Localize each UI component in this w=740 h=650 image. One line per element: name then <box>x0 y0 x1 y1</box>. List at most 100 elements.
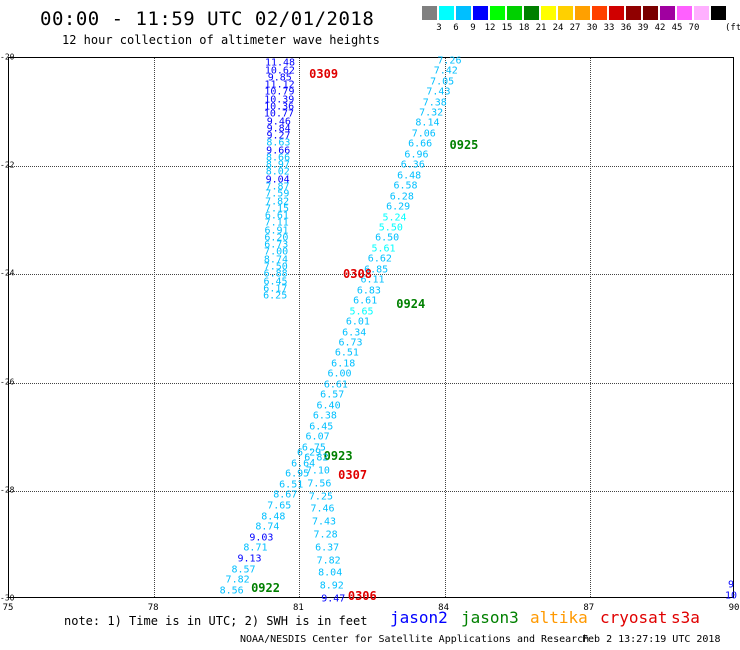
satellite-name-cryosat: cryosat <box>600 608 668 627</box>
legend-tick-label: 12 <box>484 23 496 33</box>
wave-height-value: 10.77 <box>263 108 295 120</box>
legend-tick-label: 36 <box>620 23 632 33</box>
longitude-label: 75 <box>2 603 14 613</box>
latitude-label: -22 <box>0 160 15 170</box>
wave-height-value: 6.28 <box>389 191 414 203</box>
wave-height-value: 10.36 <box>264 101 295 113</box>
wave-height-value: 6.62 <box>367 253 392 265</box>
longitude-label: 81 <box>292 603 304 613</box>
wave-height-value: 7.87 <box>265 181 290 193</box>
wave-height-value: 6.34 <box>342 327 367 339</box>
legend-swatch <box>592 6 607 20</box>
latitude-label: -28 <box>0 485 15 495</box>
wave-height-value: 8.71 <box>243 542 268 554</box>
wave-height-value: 10.62 <box>264 65 295 77</box>
wave-height-value: 6.51 <box>334 347 359 359</box>
legend-tick-label: 21 <box>535 23 547 33</box>
legend-tick-label: 9 <box>470 23 476 33</box>
wave-height-value: 8.14 <box>415 117 440 129</box>
satellite-name-s3a: s3a <box>671 608 700 627</box>
wave-height-value: 6.64 <box>291 458 316 470</box>
wave-height-value: 6.96 <box>404 149 429 161</box>
wave-height-value: 6.40 <box>316 400 341 412</box>
wave-height-value: 6.75 <box>301 442 326 454</box>
wave-height-value: 8.57 <box>231 564 256 576</box>
longitude-label: 84 <box>438 603 450 613</box>
wave-height-value: 9 <box>727 579 735 591</box>
wave-height-value: 6.82 <box>304 452 329 464</box>
wave-height-value: 7.11 <box>264 217 289 229</box>
wave-height-value: 8.92 <box>319 580 344 592</box>
grid-line <box>589 58 591 597</box>
latitude-label: -26 <box>0 377 15 387</box>
latitude-label: -30 <box>0 593 15 603</box>
legend-tick-label: 45 <box>671 23 683 33</box>
wave-height-value: 7.25 <box>308 491 333 503</box>
wave-height-value: 5.24 <box>382 212 407 224</box>
wave-height-value: 6.73 <box>264 239 289 251</box>
legend-swatch <box>439 6 454 20</box>
footer-note: note: 1) Time is in UTC; 2) SWH is in fe… <box>64 614 368 628</box>
wave-height-value: 6.91 <box>264 225 289 237</box>
wave-height-value: 6.73 <box>338 337 363 349</box>
legend-swatch <box>609 6 624 20</box>
wave-height-value: 11.48 <box>264 57 296 69</box>
legend-tick-label: 30 <box>586 23 598 33</box>
wave-height-value: 7.26 <box>437 55 462 67</box>
wave-height-value: 6.01 <box>345 316 370 328</box>
pass-time-label: 0309 <box>309 67 339 82</box>
wave-height-value: 7.42 <box>433 65 458 77</box>
wave-height-value: 5.50 <box>378 222 403 234</box>
wave-height-value: 6.17 <box>263 283 288 295</box>
wave-height-value: 8.02 <box>265 166 290 178</box>
legend-swatch <box>541 6 556 20</box>
wave-height-value: 8.04 <box>318 567 343 579</box>
grid-line <box>9 490 733 492</box>
wave-height-value: 7.65 <box>267 500 292 512</box>
wave-height-value: 6.07 <box>305 431 330 443</box>
wave-height-value: 7.05 <box>430 76 455 88</box>
legend-tick-label: 39 <box>637 23 649 33</box>
pass-time-label: 0307 <box>338 467 368 482</box>
wave-height-value: 7.82 <box>265 196 290 208</box>
wave-height-value: 9.13 <box>237 553 262 565</box>
footer-timestamp: Feb 2 13:27:19 UTC 2018 <box>582 634 721 645</box>
legend-tick-label: 27 <box>569 23 581 33</box>
wave-height-value: 6.18 <box>331 358 356 370</box>
legend-tick-label: 18 <box>518 23 530 33</box>
wave-height-value: 7.56 <box>307 478 332 490</box>
pass-time-label: 0923 <box>323 448 353 463</box>
wave-height-value: 7.32 <box>419 107 444 119</box>
legend-swatch <box>490 6 505 20</box>
longitude-label: 87 <box>583 603 595 613</box>
wave-height-value: 7.10 <box>305 465 330 477</box>
wave-height-value: 9.27 <box>266 130 291 142</box>
wave-height-value: 9.47 <box>321 593 346 605</box>
legend-tick-label: 42 <box>654 23 666 33</box>
wave-height-value: 5.65 <box>349 306 374 318</box>
wave-height-value: 8.63 <box>266 137 291 149</box>
wave-height-value: 5.61 <box>371 243 396 255</box>
pass-time-label: 0925 <box>449 137 479 152</box>
wave-height-value: 6.29 <box>386 201 411 213</box>
legend-swatch <box>558 6 573 20</box>
grid-line <box>154 58 156 597</box>
wave-height-value: 7.06 <box>411 128 436 140</box>
satellite-name-jason2: jason2 <box>390 608 448 627</box>
wave-height-value: 7.43 <box>311 516 337 528</box>
legend-swatch <box>524 6 539 20</box>
pass-time-label: 0306 <box>347 589 377 604</box>
wave-height-value: 9.46 <box>266 116 291 128</box>
wave-height-value: 8.66 <box>266 152 291 164</box>
wave-height-value: 7.38 <box>422 97 447 109</box>
wave-height-value: 6.29 <box>297 447 322 459</box>
satellite-name-jason3: jason3 <box>461 608 519 627</box>
legend-swatch <box>677 6 692 20</box>
grid-line <box>444 58 446 597</box>
wave-height-value: 7.82 <box>316 555 341 567</box>
legend-unit: (ft) <box>725 23 740 33</box>
wave-height-value: 6.51 <box>279 479 304 491</box>
wave-height-value: 6.45 <box>263 276 288 287</box>
legend-swatch <box>626 6 641 20</box>
legend-swatch <box>507 6 522 20</box>
